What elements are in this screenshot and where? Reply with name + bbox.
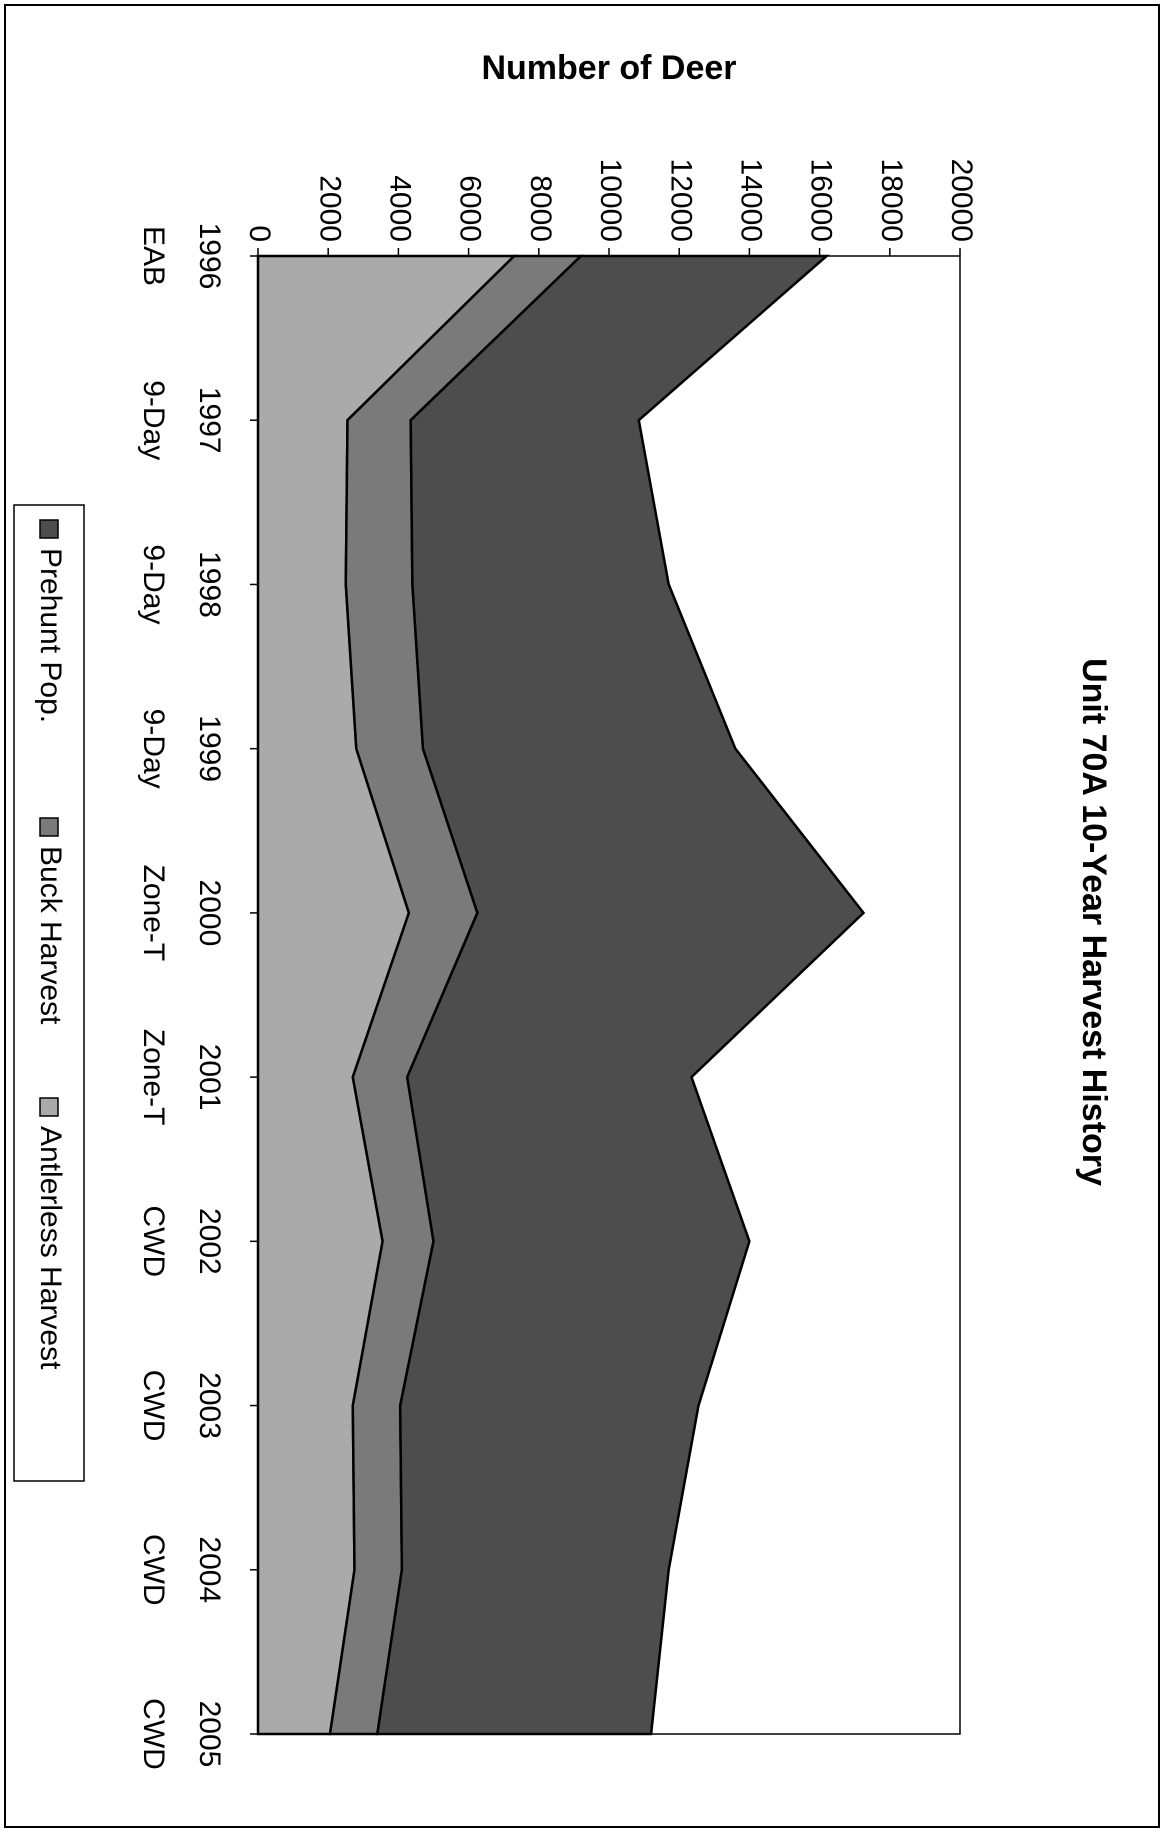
legend-swatch [39, 817, 59, 837]
x-tick-label-year: 1999 [193, 715, 226, 782]
y-tick-label: 4000 [383, 175, 416, 242]
x-tick-label-season: 9-Day [137, 544, 170, 624]
x-tick-label-year: 2002 [193, 1208, 226, 1275]
y-tick-label: 2000 [313, 175, 346, 242]
x-tick-label-year: 2004 [193, 1536, 226, 1603]
chart-title: Unit 70A 10-Year Harvest History [1075, 658, 1113, 1186]
x-tick-label-season: CWD [137, 1534, 170, 1606]
x-tick-label-year: 1997 [193, 387, 226, 454]
y-tick-label: 12000 [664, 159, 697, 242]
y-tick-label: 18000 [875, 159, 908, 242]
y-tick-label: 16000 [805, 159, 838, 242]
x-tick-label-year: 1996 [193, 223, 226, 290]
legend-label: Buck Harvest [34, 846, 67, 1025]
legend-label: Antlerless Harvest [34, 1126, 67, 1370]
x-tick-label-year: 2003 [193, 1372, 226, 1439]
x-tick-label-season: Zone-T [137, 1029, 170, 1126]
x-tick-label-season: 9-Day [137, 709, 170, 789]
legend-box [13, 504, 85, 1482]
y-tick-label: 6000 [454, 175, 487, 242]
x-tick-label-season: CWD [137, 1698, 170, 1770]
y-tick-label: 0 [243, 225, 276, 242]
y-tick-label: 20000 [945, 159, 978, 242]
y-axis-title: Number of Deer [481, 49, 736, 87]
y-tick-label: 8000 [524, 175, 557, 242]
x-tick-label-season: EAB [137, 226, 170, 286]
x-tick-label-year: 2000 [193, 880, 226, 947]
x-tick-label-season: CWD [137, 1370, 170, 1442]
legend-swatch [39, 1097, 59, 1117]
x-tick-label-year: 2005 [193, 1701, 226, 1768]
y-tick-label: 14000 [734, 159, 767, 242]
x-tick-label-year: 1998 [193, 551, 226, 618]
legend: Prehunt Pop. Buck Harvest Antlerless Harve… [13, 504, 85, 1482]
legend-label: Prehunt Pop. [34, 548, 67, 723]
x-tick-label-year: 2001 [193, 1044, 226, 1111]
area-prehunt-pop [375, 254, 866, 1736]
x-tick-label-season: Zone-T [137, 865, 170, 962]
y-tick-label: 10000 [594, 159, 627, 242]
x-tick-label-season: CWD [137, 1206, 170, 1278]
x-tick-label-season: 9-Day [137, 380, 170, 460]
legend-swatch [39, 519, 59, 539]
